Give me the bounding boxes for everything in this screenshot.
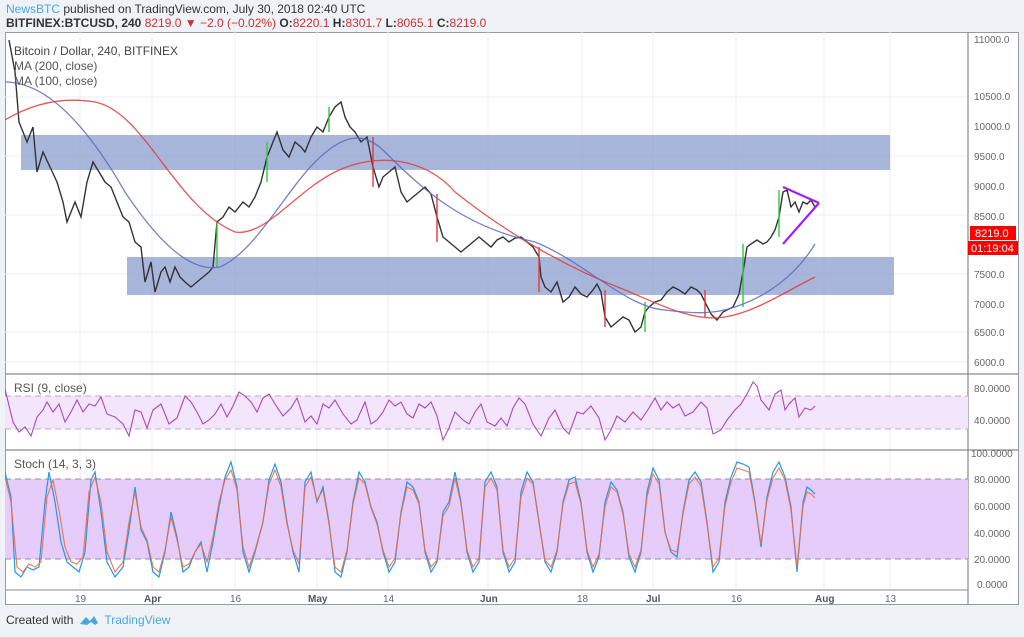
price-tick: 6000.0: [974, 358, 1005, 369]
time-tick: 19: [75, 594, 87, 605]
low-label: L:: [385, 16, 397, 30]
price-tick: 6500.0: [974, 328, 1005, 339]
open-label: O:: [279, 16, 293, 30]
time-axis: 19 Apr 16 May 14 Jun 18 Jul 16 Aug 13: [75, 594, 897, 605]
close-value: 8219.0: [449, 16, 487, 30]
stoch-tick: 100.0000: [971, 449, 1013, 460]
stoch-tick: 0.0000: [977, 580, 1008, 591]
resistance-zone: [21, 135, 890, 170]
time-tick: 14: [383, 594, 395, 605]
tradingview-brand: TradingView: [104, 613, 171, 627]
published-text: published on TradingView.com, July 30, 2…: [60, 2, 366, 16]
price-tick: 9000.0: [974, 182, 1005, 193]
price-tick: 11000.0: [974, 35, 1010, 46]
stoch-band: [5, 479, 968, 559]
time-tick: May: [308, 594, 328, 605]
price-tick: 10000.0: [974, 122, 1011, 133]
stoch-tick: 60.0000: [974, 502, 1011, 513]
high-value: 8301.7: [345, 16, 383, 30]
time-tick: 16: [230, 594, 242, 605]
time-tick: Jul: [646, 594, 661, 605]
footer: Created with TradingView: [6, 613, 170, 627]
price-tick: 10500.0: [974, 92, 1011, 103]
rsi-line: [5, 381, 816, 442]
chart-canvas[interactable]: 11000.0 10500.0 10000.0 9500.0 9000.0 85…: [5, 32, 1019, 605]
time-tick: Aug: [815, 594, 834, 605]
rsi-band: [5, 396, 968, 429]
candle-accents: [216, 107, 780, 332]
last-price: 8219.0: [144, 16, 182, 30]
ma200-legend[interactable]: MA (200, close): [14, 59, 98, 73]
price-tick: 8500.0: [974, 212, 1005, 223]
countdown-tag-bg: [968, 241, 1018, 255]
countdown-tag: 01:19:04: [971, 243, 1014, 255]
time-tick: Apr: [144, 594, 161, 605]
ma200-line: [5, 99, 816, 319]
tradingview-link[interactable]: TradingView: [79, 613, 170, 627]
open-value: 8220.1: [292, 16, 330, 30]
rsi-tick: 80.0000: [974, 384, 1011, 395]
symbol-info-bar: BITFINEX:BTCUSD, 240 8219.0 ▼ −2.0 (−0.0…: [6, 16, 486, 30]
price-tick: 7500.0: [974, 270, 1005, 281]
stoch-legend[interactable]: Stoch (14, 3, 3): [14, 457, 97, 471]
stoch-tick: 20.0000: [974, 555, 1011, 566]
publish-info: NewsBTC published on TradingView.com, Ju…: [6, 2, 365, 16]
tradingview-logo-icon: [80, 616, 99, 625]
support-zone: [127, 257, 894, 295]
stoch-tick: 80.0000: [974, 475, 1011, 486]
ma100-line: [5, 81, 816, 314]
publisher-link[interactable]: NewsBTC: [6, 2, 61, 16]
time-tick: 18: [577, 594, 589, 605]
created-with-label: Created with: [6, 613, 74, 627]
ma100-legend[interactable]: MA (100, close): [14, 74, 98, 88]
last-price-tag-bg: [970, 226, 1016, 240]
low-value: 8065.1: [396, 16, 434, 30]
down-arrow-icon: ▼: [184, 16, 197, 30]
rsi-tick: 40.0000: [974, 416, 1011, 427]
stoch-tick: 40.0000: [974, 529, 1011, 540]
stoch-d-line: [5, 466, 816, 574]
price-axis: 11000.0 10500.0 10000.0 9500.0 9000.0 85…: [974, 35, 1011, 369]
symbol-label: BITFINEX:BTCUSD, 240: [6, 16, 142, 30]
last-price-tag: 8219.0: [975, 228, 1009, 240]
time-tick: Jun: [480, 594, 498, 605]
high-label: H:: [332, 16, 346, 30]
price-tick: 7000.0: [974, 300, 1005, 311]
time-tick: 13: [885, 594, 897, 605]
time-tick: 16: [731, 594, 743, 605]
price-change: −2.0 (−0.02%): [199, 16, 277, 30]
price-tick: 9500.0: [974, 152, 1005, 163]
triangle-pattern: [782, 185, 820, 245]
close-label: C:: [436, 16, 450, 30]
rsi-legend[interactable]: RSI (9, close): [14, 381, 87, 395]
chart-title: Bitcoin / Dollar, 240, BITFINEX: [14, 44, 179, 58]
price-line: [8, 39, 816, 334]
